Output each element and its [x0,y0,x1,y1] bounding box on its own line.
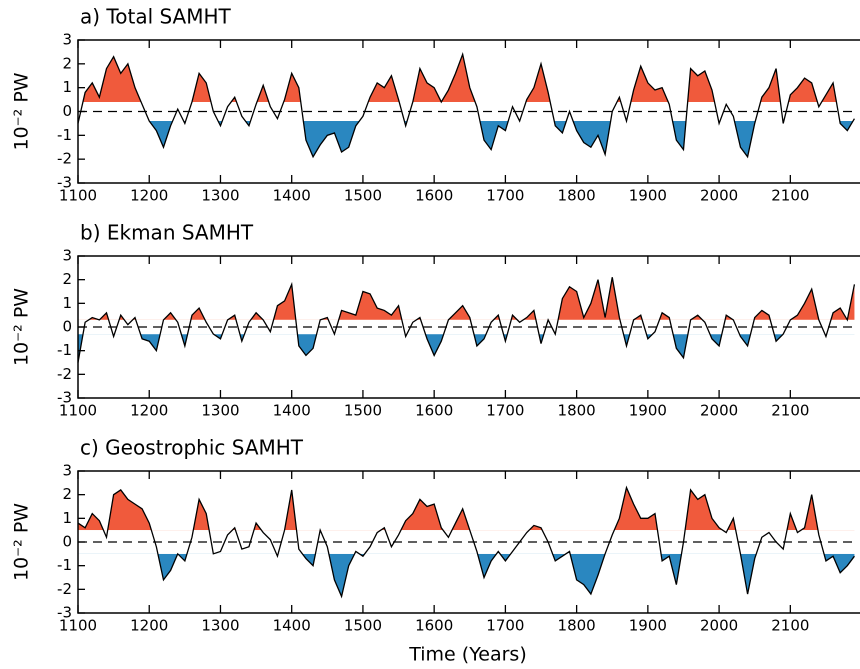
x-tick-label: 1800 [558,402,596,420]
x-tick-label: 1500 [344,617,382,635]
panel-title: a) Total SAMHT [80,5,232,29]
x-tick-label: 1500 [344,187,382,205]
x-tick-label: 1900 [629,617,667,635]
shading-below [157,553,855,597]
x-tick-label: 2000 [700,187,738,205]
y-tick-label: 3 [62,247,72,265]
panel-title: c) Geostrophic SAMHT [80,436,304,460]
y-tick-label: 3 [62,31,72,49]
y-tick-label: -2 [57,365,72,383]
y-axis-label: 10⁻² PW [11,503,33,581]
y-tick-label: 2 [62,54,72,72]
series-line [77,51,855,159]
y-axis-label: 10⁻² PW [11,72,33,150]
x-tick-label: 1700 [486,617,524,635]
x-tick-label: 1400 [273,617,311,635]
x-tick-label: 2100 [771,402,809,420]
x-tick-label: 1900 [629,402,667,420]
y-tick-label: 1 [62,294,72,312]
x-tick-label: 1100 [59,617,97,635]
y-tick-label: 0 [62,318,72,336]
y-tick-label: 1 [62,509,72,527]
y-tick-label: -2 [57,580,72,598]
x-tick-label: 1800 [558,617,596,635]
shading-above [78,277,855,320]
x-tick-label: 1600 [415,402,453,420]
x-tick-label: 1800 [558,187,596,205]
y-tick-label: -3 [57,604,72,622]
x-axis-label: Time (Years) [408,644,527,666]
y-tick-label: 1 [62,78,72,96]
x-tick-label: 1100 [59,187,97,205]
x-tick-label: 1300 [201,187,239,205]
x-tick-label: 2000 [700,617,738,635]
series-line [77,277,856,363]
x-tick-label: 1600 [415,187,453,205]
x-tick-label: 1900 [629,187,667,205]
y-tick-label: -1 [57,341,72,359]
y-tick-label: 2 [62,485,72,503]
shading-above [82,54,837,102]
x-tick-label: 1200 [130,187,168,205]
y-tick-label: 2 [62,270,72,288]
series-line [77,485,855,599]
x-tick-label: 1200 [130,617,168,635]
y-tick-label: -3 [57,389,72,407]
y-tick-label: -2 [57,150,72,168]
shading-below [78,121,854,157]
x-tick-label: 1100 [59,402,97,420]
x-tick-label: 1600 [415,617,453,635]
x-tick-label: 1700 [486,402,524,420]
x-tick-label: 1300 [201,402,239,420]
x-tick-label: 2100 [771,187,809,205]
x-tick-label: 2000 [700,402,738,420]
y-tick-label: -1 [57,556,72,574]
x-tick-label: 1700 [486,187,524,205]
x-tick-label: 1400 [273,402,311,420]
shading-above [78,487,818,531]
y-axis-label: 10⁻² PW [11,288,33,366]
x-tick-label: 1200 [130,402,168,420]
x-tick-label: 1500 [344,402,382,420]
y-tick-label: -3 [57,174,72,192]
x-tick-label: 2100 [771,617,809,635]
x-tick-label: 1300 [201,617,239,635]
y-tick-label: 0 [62,102,72,120]
panel-title: b) Ekman SAMHT [80,221,254,245]
y-tick-label: 0 [62,533,72,551]
x-tick-label: 1400 [273,187,311,205]
y-tick-label: -1 [57,126,72,144]
y-tick-label: 3 [62,462,72,480]
